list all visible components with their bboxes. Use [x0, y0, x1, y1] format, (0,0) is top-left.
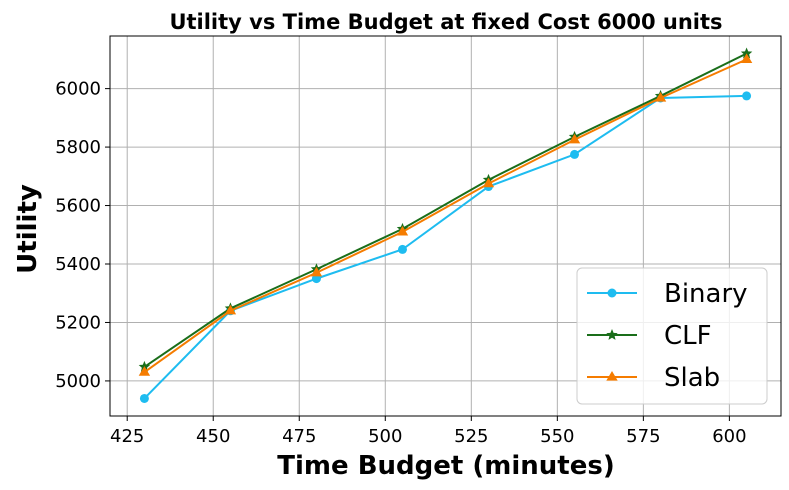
series-line-clf	[143, 52, 748, 368]
x-axis-label: Time Budget (minutes)	[277, 451, 614, 481]
x-tick-label: 425	[110, 426, 144, 447]
y-tick-label: 5800	[55, 137, 101, 158]
legend-marker-slab	[606, 371, 618, 381]
data-point-slab	[396, 225, 409, 236]
y-ticks: 5000 5200 5400 5600 5800 6000	[55, 79, 110, 392]
legend-label-slab: Slab	[664, 363, 720, 393]
legend: Binary CLF Slab	[576, 267, 768, 405]
x-tick-label: 450	[196, 426, 230, 447]
legend-item-slab: Slab	[587, 363, 720, 393]
legend-label-binary: Binary	[664, 279, 748, 309]
series-line-slab	[143, 58, 747, 373]
data-point-clf	[740, 47, 753, 59]
legend-marker-clf	[606, 329, 618, 340]
y-tick-label: 6000	[55, 79, 101, 100]
y-tick-label: 5200	[55, 312, 101, 333]
chart-title: Utility vs Time Budget at fixed Cost 600…	[169, 10, 722, 34]
x-tick-label: 475	[282, 426, 316, 447]
x-tick-label: 525	[454, 426, 488, 447]
y-tick-label: 5000	[55, 371, 101, 392]
data-point-slab	[654, 91, 667, 102]
data-point-slab	[482, 177, 495, 188]
data-point-slab	[224, 304, 237, 315]
y-axis-label: Utility	[13, 184, 43, 274]
data-point-slab	[568, 133, 581, 144]
legend-marker-binary	[607, 288, 617, 298]
data-point-binary	[570, 149, 580, 159]
data-point-binary	[139, 393, 149, 403]
data-point-slab	[740, 53, 753, 63]
series-group	[138, 47, 753, 403]
y-tick-label: 5600	[55, 196, 101, 217]
x-tick-label: 500	[368, 426, 402, 447]
x-tick-label: 575	[626, 426, 660, 447]
x-ticks: 425 450 475 500 525 550 575 600	[110, 416, 747, 447]
legend-box	[576, 267, 768, 405]
y-tick-label: 5400	[55, 254, 101, 275]
data-point-slab	[310, 266, 323, 277]
x-tick-label: 600	[712, 426, 746, 447]
legend-label-clf: CLF	[664, 321, 712, 351]
series-slab	[138, 53, 753, 376]
plot-frame	[109, 35, 782, 417]
x-tick-label: 550	[540, 426, 574, 447]
data-point-binary	[742, 91, 752, 101]
data-point-binary	[397, 244, 407, 254]
legend-item-binary: Binary	[587, 279, 748, 309]
data-point-slab	[138, 366, 151, 376]
legend-item-clf: CLF	[587, 321, 712, 351]
